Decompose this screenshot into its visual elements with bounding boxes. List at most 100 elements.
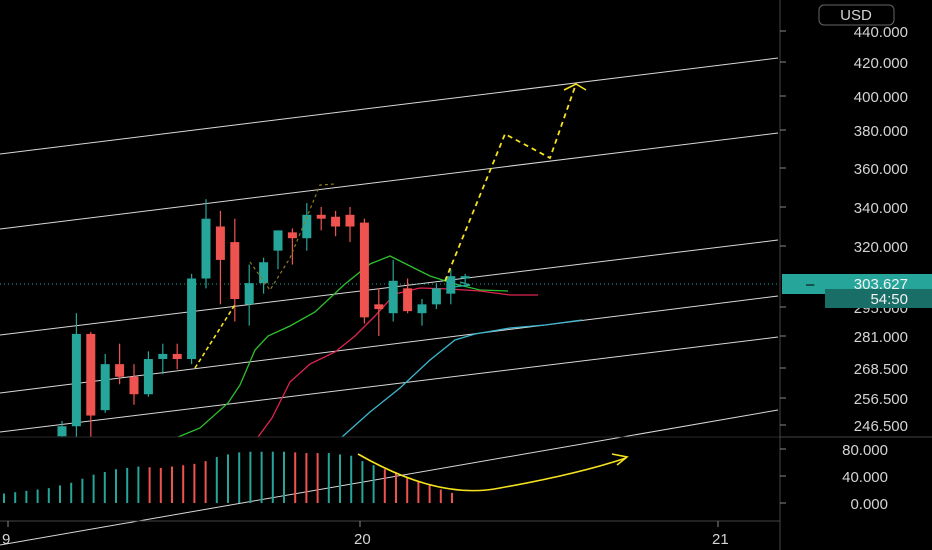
candle-body xyxy=(345,214,355,227)
candle[interactable] xyxy=(230,218,240,322)
candle[interactable] xyxy=(201,199,211,289)
candle-body xyxy=(417,304,427,314)
channel-line[interactable] xyxy=(0,409,779,546)
candle-body xyxy=(143,359,153,395)
candle[interactable] xyxy=(115,343,125,385)
candle-body xyxy=(431,288,441,305)
candle[interactable] xyxy=(259,257,269,294)
oscillator-bar xyxy=(159,467,162,503)
candle-body xyxy=(71,333,81,427)
candle[interactable] xyxy=(187,273,197,365)
oscillator-bar xyxy=(383,469,386,503)
last-price-dash: – xyxy=(806,276,815,293)
candle[interactable] xyxy=(287,228,297,265)
oscillator-bar xyxy=(59,485,61,503)
oscillator-bar xyxy=(25,490,28,503)
oscillator-bar xyxy=(193,463,196,503)
oscillator-bar xyxy=(126,467,129,503)
candle[interactable] xyxy=(446,269,456,305)
price-tick-label: 380.000 xyxy=(854,123,908,140)
oscillator-bar xyxy=(115,469,117,503)
candle-body xyxy=(388,280,398,314)
oscillator-bar xyxy=(283,451,285,503)
price-tick-label: 268.500 xyxy=(854,361,908,378)
channel-line[interactable] xyxy=(0,57,779,155)
time-axis[interactable]: 9 20 21 xyxy=(2,521,729,548)
oscillator-bar xyxy=(361,461,364,503)
candle-body xyxy=(215,226,225,260)
oscillator-bar xyxy=(395,473,397,503)
candle[interactable] xyxy=(388,259,398,322)
candle[interactable] xyxy=(431,283,441,310)
oscillator-tick-label: 80.000 xyxy=(842,442,888,459)
price-arrow-marker xyxy=(451,281,471,288)
oscillator-bar xyxy=(271,451,274,503)
candle-body xyxy=(403,288,413,312)
oscillator-bar xyxy=(327,453,330,503)
oscillator-bar xyxy=(14,492,17,503)
price-tick-label: 256.500 xyxy=(854,391,908,408)
oscillator-axis[interactable]: 80.000 40.000 0.000 xyxy=(780,442,888,513)
moving-average-green xyxy=(177,255,509,438)
oscillator-bar xyxy=(339,454,341,503)
candle[interactable] xyxy=(143,351,153,397)
candle[interactable] xyxy=(71,313,81,437)
candlestick-series[interactable] xyxy=(57,199,470,437)
candle[interactable] xyxy=(331,210,341,237)
oscillator-curve-arrow[interactable] xyxy=(357,453,627,492)
projection-leg-1[interactable] xyxy=(194,302,237,369)
candle[interactable] xyxy=(316,207,326,231)
candle-body xyxy=(230,242,240,300)
currency-button[interactable]: USD xyxy=(818,4,895,26)
oscillator-bar xyxy=(227,454,229,503)
candle[interactable] xyxy=(215,210,225,305)
oscillator-bar xyxy=(171,466,173,503)
candle-body xyxy=(287,232,297,239)
currency-button-frame xyxy=(818,4,895,26)
candle-body xyxy=(316,214,326,219)
candle-body xyxy=(201,218,211,279)
candle[interactable] xyxy=(359,218,369,324)
projection-past-path xyxy=(249,183,336,292)
candle[interactable] xyxy=(403,278,413,314)
countdown-tag-box xyxy=(825,289,932,308)
price-tick-label: 440.000 xyxy=(854,24,908,41)
candle-body xyxy=(302,214,312,239)
oscillator-histogram xyxy=(3,451,453,503)
candle[interactable] xyxy=(460,273,470,284)
candle-body xyxy=(57,426,67,437)
oscillator-bar xyxy=(36,489,39,503)
price-tick-label: 420.000 xyxy=(854,55,908,72)
candle[interactable] xyxy=(302,203,312,251)
oscillator-bar xyxy=(316,453,319,503)
countdown-tag: 54:50 xyxy=(825,289,932,308)
oscillator-bar xyxy=(137,466,140,503)
oscillator-bar xyxy=(428,485,431,503)
channel-line[interactable] xyxy=(0,336,779,433)
candle-body xyxy=(172,353,182,360)
oscillator-bar xyxy=(148,467,151,503)
candle[interactable] xyxy=(172,343,182,370)
oscillator-bar xyxy=(249,451,252,503)
moving-average-red xyxy=(257,287,538,438)
candle[interactable] xyxy=(86,331,96,437)
oscillator-bar xyxy=(406,477,409,503)
candle-body xyxy=(244,283,254,305)
candle[interactable] xyxy=(273,230,283,270)
candle[interactable] xyxy=(129,364,139,405)
candle[interactable] xyxy=(100,353,110,413)
price-axis[interactable]: 440.000 420.000 400.000 380.000 360.000 340.0… xyxy=(780,24,908,435)
channel-line[interactable] xyxy=(0,132,779,230)
oscillator-bar xyxy=(451,492,453,503)
candle[interactable] xyxy=(57,420,67,437)
candle[interactable] xyxy=(417,299,427,326)
candle[interactable] xyxy=(374,288,384,336)
candle[interactable] xyxy=(345,207,355,243)
projection-drawing[interactable] xyxy=(194,83,587,369)
candle[interactable] xyxy=(244,264,254,326)
projection-leg-2[interactable] xyxy=(444,83,577,282)
price-tick-label: 246.500 xyxy=(854,418,908,435)
candle[interactable] xyxy=(158,343,168,375)
